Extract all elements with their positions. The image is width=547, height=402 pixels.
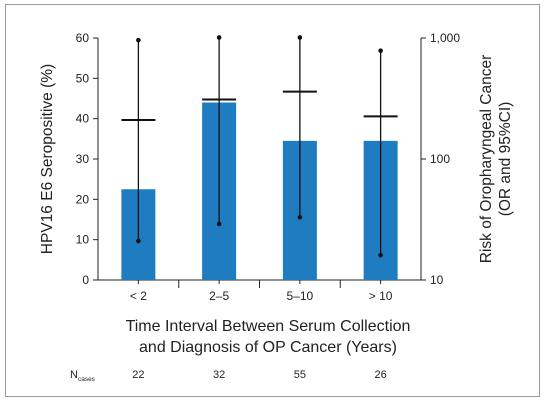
ncases-label: Ncases bbox=[70, 369, 96, 383]
ci-lower-cap bbox=[136, 238, 141, 244]
ci-upper-cap bbox=[136, 37, 141, 43]
y-left-tick-label: 50 bbox=[76, 71, 90, 85]
y-left-tick-label: 10 bbox=[76, 233, 90, 247]
x-axis-title-line1: Time Interval Between Serum Collection bbox=[126, 318, 411, 335]
x-axis-title-line2: and Diagnosis of OP Cancer (Years) bbox=[139, 339, 397, 356]
x-tick-label: < 2 bbox=[130, 289, 147, 303]
y-left-tick-label: 40 bbox=[76, 112, 90, 126]
x-tick-label: 2–5 bbox=[209, 289, 229, 303]
y-axis-left-title: HPV16 E6 Seropositive (%) bbox=[39, 64, 56, 254]
y-axis-right-title-line1: Risk of Oropharyngeal Cancer bbox=[478, 55, 495, 264]
x-tick-label: > 10 bbox=[369, 289, 393, 303]
y-axis-right-title-line2: (OR and 95%CI) bbox=[497, 102, 514, 217]
y-right-tick-label: 1,000 bbox=[430, 31, 460, 45]
y-left-tick-label: 20 bbox=[76, 192, 90, 206]
ncases-label-sub: cases bbox=[78, 376, 96, 383]
ci-lower-cap bbox=[216, 221, 222, 227]
ci-upper-cap bbox=[216, 35, 222, 40]
figure-frame bbox=[5, 4, 540, 397]
ci-lower-cap bbox=[297, 214, 303, 220]
ncases-value: 26 bbox=[375, 369, 387, 381]
ci-upper-cap bbox=[297, 35, 303, 40]
y-right-tick-label: 100 bbox=[430, 152, 450, 166]
ncases-value: 22 bbox=[132, 369, 144, 381]
ncases-value: 55 bbox=[294, 369, 306, 381]
ci-upper-cap bbox=[378, 48, 383, 54]
y-right-tick-label: 10 bbox=[430, 273, 444, 287]
x-tick-label: 5–10 bbox=[287, 289, 314, 303]
y-left-tick-label: 0 bbox=[82, 273, 89, 287]
ci-lower-cap bbox=[378, 253, 383, 258]
y-left-tick-label: 30 bbox=[76, 152, 90, 166]
ncases-value: 32 bbox=[213, 369, 225, 381]
ncases-label-main: N bbox=[70, 369, 78, 381]
y-left-tick-label: 60 bbox=[76, 31, 90, 45]
